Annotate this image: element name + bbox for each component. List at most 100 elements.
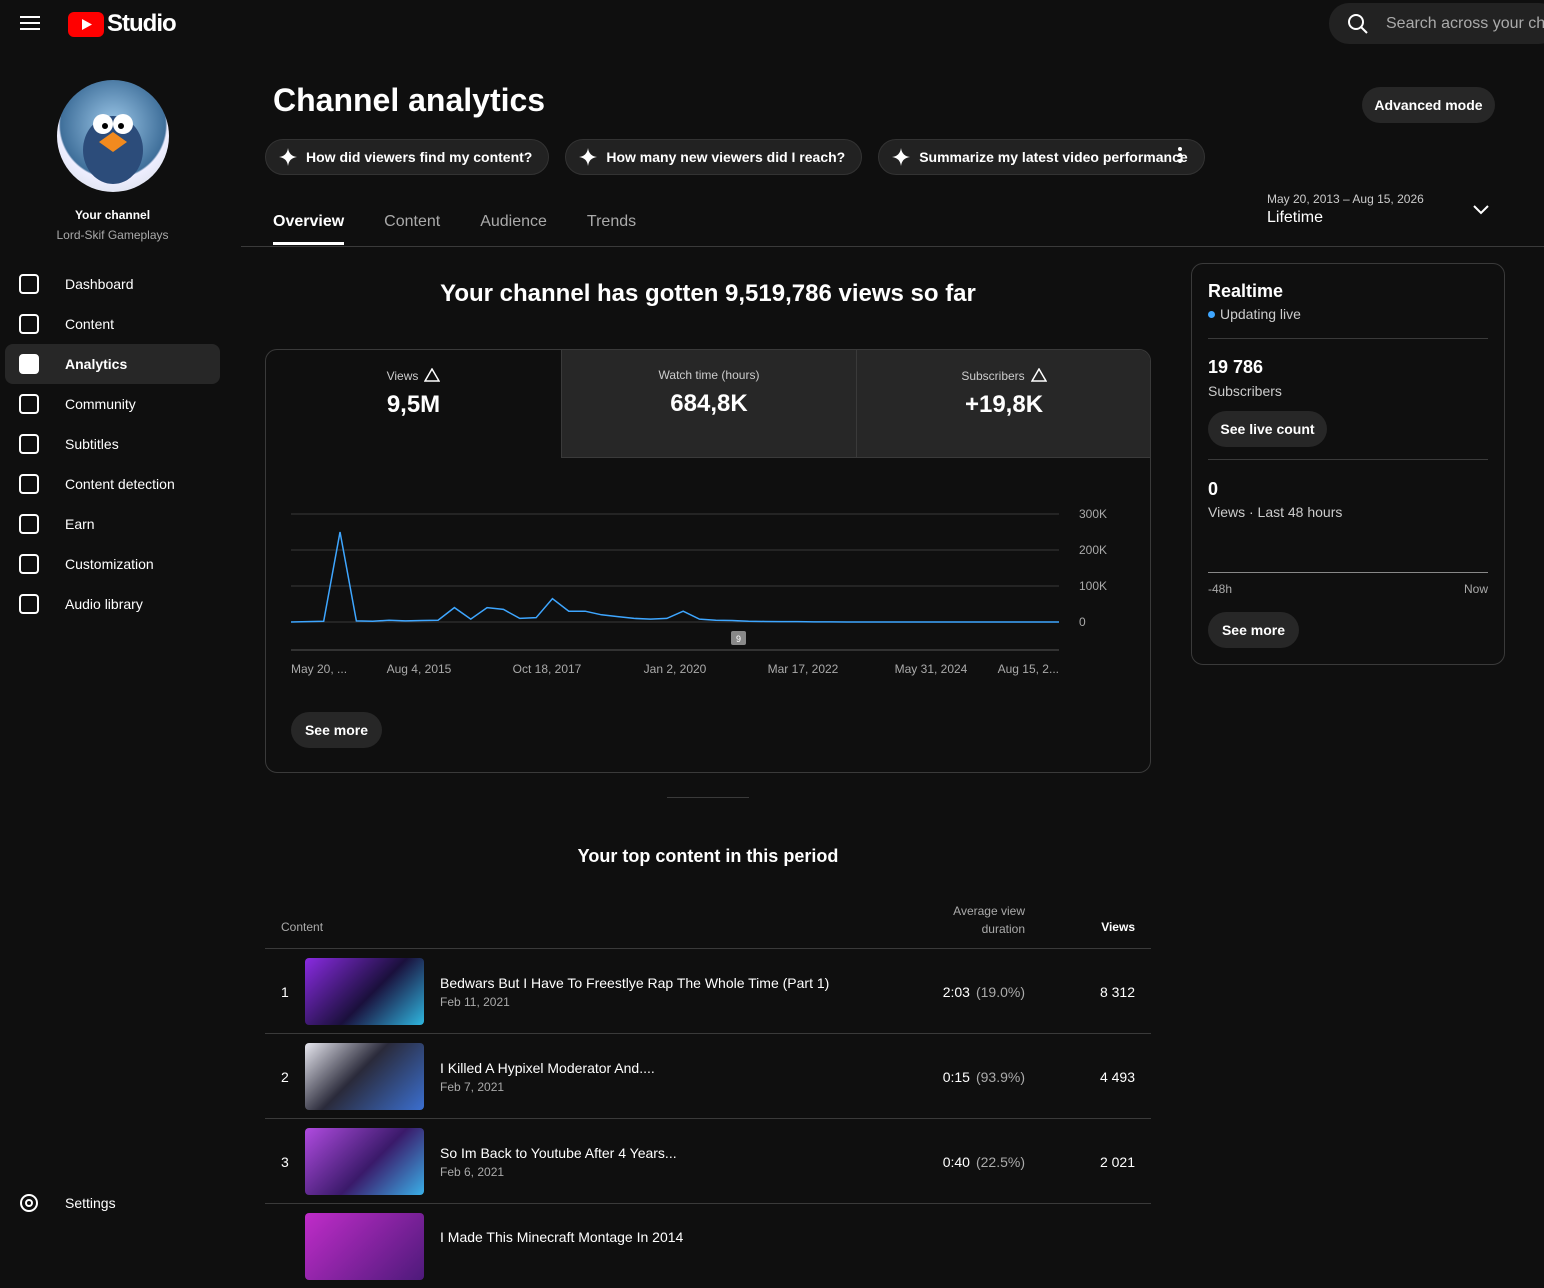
views: 2 021	[1099, 1154, 1135, 1170]
views: 4 493	[1099, 1069, 1135, 1085]
content-row[interactable]: 3 So Im Back to Youtube After 4 Years... F…	[265, 1118, 1151, 1203]
page: Channel analytics { "header": {"logo": "…	[5, 3, 1544, 1280]
axis-start: -48h	[1208, 582, 1233, 596]
period[interactable]: Lifetime	[1267, 209, 1324, 226]
nav-item[interactable]: Settings	[5, 1183, 220, 1223]
subscriber-label: Subscribers	[1208, 383, 1282, 399]
nav-item[interactable]: Content	[5, 304, 220, 344]
date-range: May 20, 2013 – Aug 15, 2026	[1267, 192, 1424, 206]
sparkle-icon	[279, 148, 297, 166]
status-text: Updating live	[1220, 306, 1301, 322]
mini-axis	[1208, 572, 1488, 573]
nav-item[interactable]: Analytics	[5, 344, 220, 384]
nav-item[interactable]: Earn	[5, 504, 220, 544]
metric-label-text: Watch time (hours)	[658, 368, 760, 382]
overview-card: Views 9,5M Watch time (hours) 684,8K Subscri…	[265, 349, 1151, 773]
see-more-button[interactable]: See more	[1208, 612, 1299, 648]
icon-shape	[19, 314, 39, 334]
content-row[interactable]: 2 I Killed A Hypixel Moderator And.... Feb…	[265, 1033, 1151, 1118]
duration: 2:03	[942, 984, 970, 1000]
y-tick-label: 100K	[1079, 579, 1107, 593]
duration-percent: (22.5%)	[975, 1154, 1025, 1170]
realtime-views: 0	[1208, 479, 1219, 499]
nav-icon	[19, 274, 39, 294]
logo[interactable]: Studio	[68, 10, 177, 38]
realtime-title: Realtime	[1208, 281, 1284, 301]
metric-label: Views	[266, 367, 561, 383]
nav-label: Subtitles	[65, 436, 119, 452]
tabs-divider	[241, 246, 1544, 247]
video-title: I Killed A Hypixel Moderator And....	[440, 1060, 655, 1076]
tab[interactable]: Audience	[480, 213, 547, 230]
annotation-badge	[731, 631, 746, 645]
publish-date: Feb 11, 2021	[440, 995, 510, 1009]
sparkle	[279, 148, 297, 166]
video-title: So Im Back to Youtube After 4 Years...	[440, 1145, 677, 1161]
nav-item[interactable]: Subtitles	[5, 424, 220, 464]
see-more-button[interactable]: See more	[291, 712, 382, 748]
x-tick-label: May 20, ...	[291, 662, 347, 676]
metric-tab[interactable]: Views 9,5M	[266, 350, 561, 458]
prompt-chip[interactable]: Summarize my latest video performance	[878, 139, 1205, 175]
channel-avatar[interactable]	[57, 80, 169, 192]
publish-date: Feb 7, 2021	[440, 1080, 505, 1094]
duration-percent: (93.9%)	[975, 1069, 1025, 1085]
x-tick-label: May 31, 2024	[895, 662, 968, 676]
chart: 0 100K 200K 300K May 20, ... Aug 4, 2015 Oct 1…	[290, 507, 1107, 676]
warning-icon	[1030, 367, 1047, 382]
icon-shape	[19, 274, 39, 294]
logo-text: Studio	[107, 10, 177, 37]
sparkle	[579, 148, 598, 166]
content-row[interactable]: 1 Bedwars But I Have To Freestlye Rap The…	[265, 948, 1151, 1033]
content-row[interactable]: I Made This Minecraft Montage In 2014	[265, 1203, 1151, 1288]
thumbnail	[305, 1043, 424, 1110]
search-icon	[1348, 13, 1368, 34]
channel-name: Lord-Skif Gameplays	[56, 228, 169, 242]
thumbnail	[305, 1128, 424, 1195]
search-box[interactable]: Search across your ch	[1329, 3, 1544, 44]
metric-tab[interactable]: Subscribers +19,8K	[856, 350, 1150, 458]
nav-label: Customization	[65, 556, 154, 572]
rank: 3	[281, 1154, 289, 1170]
nav-item[interactable]: Content detection	[5, 464, 220, 504]
nav-icon	[19, 554, 39, 574]
more-button[interactable]	[1170, 145, 1190, 170]
avg-duration: 2:03 (19.0%)	[943, 984, 1025, 1000]
annotation: 9	[736, 634, 741, 644]
y-tick-label: 200K	[1079, 543, 1107, 557]
sparkle-icon	[579, 148, 598, 166]
nav-item[interactable]: Audio library	[5, 584, 220, 624]
advanced-mode-button[interactable]: Advanced mode	[1362, 87, 1495, 123]
metric-value: 684,8K	[670, 390, 748, 417]
metric-tab[interactable]: Watch time (hours) 684,8K	[561, 350, 856, 458]
tab[interactable]: Overview	[273, 213, 345, 245]
prompt-text: Summarize my latest video performance	[919, 149, 1188, 165]
nav-item[interactable]: Community	[5, 384, 220, 424]
nav-item[interactable]: Customization	[5, 544, 220, 584]
prompt-text: How many new viewers did I reach?	[606, 149, 846, 165]
x-tick-label: Mar 17, 2022	[768, 662, 839, 676]
menu-button[interactable]	[20, 14, 42, 37]
prompt-chip[interactable]: How many new viewers did I reach?	[565, 139, 863, 175]
warning-shape	[1030, 367, 1047, 382]
tab[interactable]: Content	[384, 213, 441, 230]
axis-end: Now	[1463, 582, 1488, 596]
divider	[1208, 338, 1488, 339]
nav-label: Audio library	[65, 596, 143, 612]
nav-item[interactable]: Dashboard	[5, 264, 220, 304]
nav-icon	[19, 394, 39, 414]
metric-value: 9,5M	[386, 391, 441, 418]
live-count-button[interactable]: See live count	[1208, 411, 1327, 447]
x-tick-label: Oct 18, 2017	[513, 662, 582, 676]
tab[interactable]: Trends	[586, 213, 637, 230]
prompt-text: How did viewers find my content?	[306, 149, 533, 165]
period-dropdown[interactable]	[1472, 203, 1490, 222]
nav-icon	[19, 434, 39, 454]
chevron	[1473, 205, 1489, 215]
video-title: I Made This Minecraft Montage In 2014	[440, 1229, 684, 1245]
icon-shape	[19, 354, 39, 374]
x-tick-label: Aug 4, 2015	[387, 662, 452, 676]
icon-shape	[19, 514, 39, 534]
prompt-chip[interactable]: How did viewers find my content?	[265, 139, 550, 175]
nav-icon	[19, 354, 39, 374]
